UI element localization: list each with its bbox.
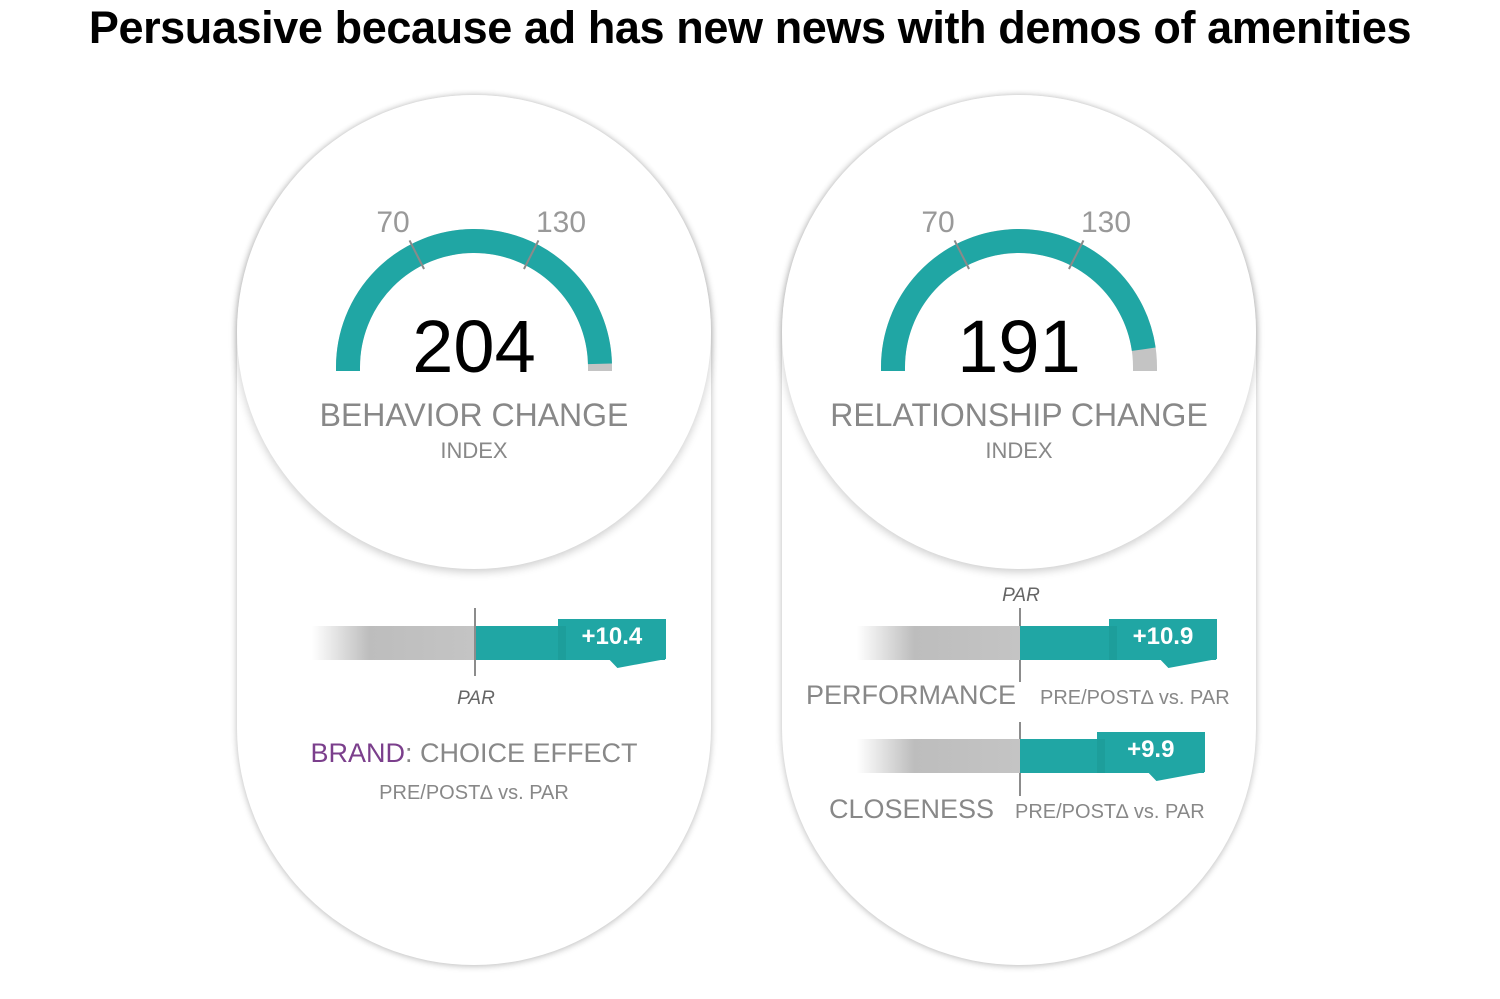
relationship-threshold-tick-0	[953, 240, 970, 270]
relationship-change-label: RELATIONSHIP CHANGE	[830, 397, 1208, 433]
relationship-gauge-fill-start	[881, 366, 905, 371]
behavior-index-value: 204	[412, 305, 536, 388]
brand-choice-effect-label: BRAND: CHOICE EFFECT	[237, 738, 711, 769]
behavior-change-label: BEHAVIOR CHANGE	[319, 397, 629, 433]
behavior-gauge-circle	[237, 95, 711, 569]
relationship-par-label: PAR	[1002, 585, 1040, 606]
relationship-index-value: 191	[957, 305, 1081, 388]
brand-bar-track	[312, 626, 475, 660]
closeness-bar-track	[857, 739, 1020, 773]
brand-word: BRAND	[310, 738, 405, 768]
brand-value-label: +10.4	[581, 623, 643, 650]
behavior-threshold-tick-0	[408, 240, 425, 270]
behavior-threshold-low: 70	[376, 206, 410, 239]
brand-flag-shade	[557, 626, 566, 660]
behavior-threshold-tick-1	[523, 240, 540, 270]
close-flag-shade	[1096, 739, 1105, 773]
closeness-label: CLOSENESS	[829, 794, 995, 824]
relationship-gauge-track-end	[1133, 367, 1157, 371]
performance-sublabel: PRE/POST∆ vs. PAR	[1040, 687, 1230, 709]
close-flag-shape	[1096, 732, 1205, 781]
relationship-gauge-circle	[782, 95, 1256, 569]
brand-par-line	[474, 608, 476, 676]
choice-effect-text: : CHOICE EFFECT	[405, 738, 638, 768]
closeness-value-label: +9.9	[1127, 736, 1175, 763]
performance-value-label: +10.9	[1132, 623, 1194, 650]
relationship-threshold-high: 130	[1080, 206, 1132, 239]
closeness-sublabel: PRE/POST∆ vs. PAR	[1015, 801, 1205, 823]
perf-flag-shape	[1108, 619, 1217, 668]
brand-par-label: PAR	[457, 688, 495, 709]
relationship-threshold-tick-1	[1068, 240, 1085, 270]
chart-title: Persuasive because ad has new news with …	[88, 2, 1412, 53]
behavior-gauge-fill	[336, 229, 612, 368]
performance-value-flag	[1108, 619, 1217, 668]
performance-bar-track	[857, 626, 1020, 660]
relationship-gauge	[881, 229, 1157, 371]
behavior-gauge-fill-start	[336, 366, 360, 371]
relationship-index-label: INDEX	[985, 438, 1053, 463]
behavior-threshold-high: 130	[535, 206, 587, 239]
behavior-gauge-track-end	[588, 367, 612, 371]
closeness-value-flag	[1096, 732, 1205, 781]
performance-label: PERFORMANCE	[806, 680, 1017, 710]
relationship-threshold-low: 70	[921, 206, 955, 239]
perf-flag-shade	[1108, 626, 1117, 660]
brand-sublabel: PRE/POST∆ vs. PAR	[379, 782, 569, 804]
behavior-gauge	[336, 229, 612, 371]
behavior-index-label: INDEX	[440, 438, 508, 463]
brand-flag-shape	[557, 619, 666, 668]
relationship-gauge-fill	[881, 229, 1156, 368]
brand-value-flag	[557, 619, 666, 668]
